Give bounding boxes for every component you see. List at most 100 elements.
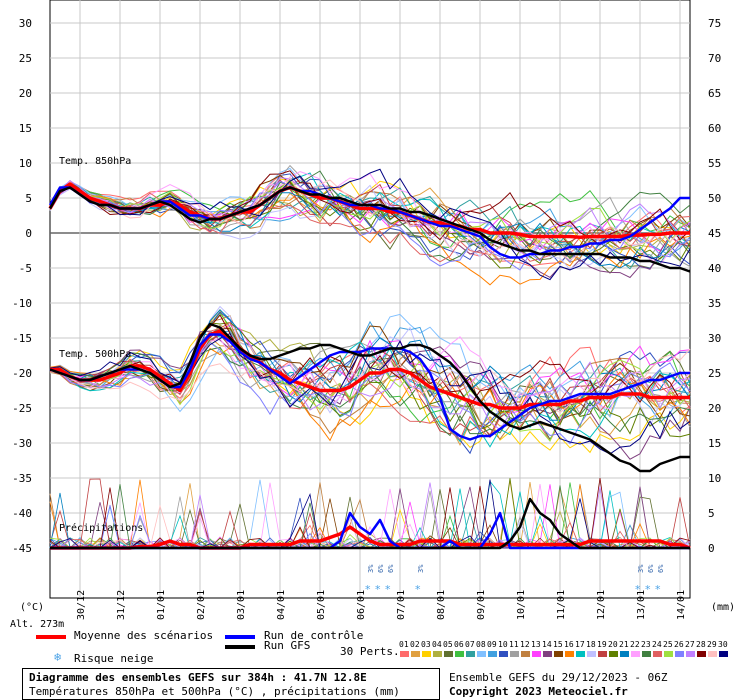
series-line-precip xyxy=(50,525,691,550)
main-lines xyxy=(48,182,691,550)
legend-mean-swatch xyxy=(36,635,66,639)
x-tick-label: 02/01 xyxy=(196,590,207,620)
legend-gfs-label: Run GFS xyxy=(264,639,311,652)
pert-legend-swatch xyxy=(686,651,695,657)
legend-control-swatch xyxy=(225,635,255,639)
left-tick-label: 20 xyxy=(19,87,32,100)
x-tick-label: 08/01 xyxy=(436,590,447,620)
left-unit: (°C) xyxy=(20,602,44,613)
legend-snow-label: Risque neige xyxy=(74,652,154,665)
x-axis: 30/12 31/12 01/01 02/01 03/01 04/01 05/01 06/01… xyxy=(76,590,687,620)
snow-risk-percent: 6% xyxy=(657,564,665,573)
pert-legend-number: 24 xyxy=(652,640,662,649)
footer-copyright: Copyright 2023 Meteociel.fr xyxy=(449,685,628,698)
pert-legend-swatch xyxy=(411,651,420,657)
snow-risk-percent: 3% xyxy=(417,564,425,573)
left-tick-label: -10 xyxy=(12,297,32,310)
snow-risk-percent: 3% xyxy=(637,564,645,573)
x-tick-label: 11/01 xyxy=(556,590,567,620)
left-tick-label: 15 xyxy=(19,122,32,135)
right-tick-label: 15 xyxy=(708,437,721,450)
pert-legend-number: 16 xyxy=(564,640,574,649)
pert-legend-swatch xyxy=(510,651,519,657)
left-tick-label: 10 xyxy=(19,157,32,170)
x-tick-label: 30/12 xyxy=(76,590,87,620)
left-tick-label: -15 xyxy=(12,332,32,345)
pert-legend-swatch xyxy=(664,651,673,657)
pert-legend-number: 17 xyxy=(575,640,585,649)
right-tick-label: 10 xyxy=(708,472,721,485)
x-tick-label: 07/01 xyxy=(396,590,407,620)
pert-legend-number: 25 xyxy=(663,640,673,649)
snowflake-icon: * xyxy=(365,583,371,596)
label-t850: Temp. 850hPa xyxy=(59,156,131,167)
pert-legend-number: 01 xyxy=(399,640,409,649)
snowflake-icon: ❄ xyxy=(54,650,62,664)
x-tick-label: 05/01 xyxy=(316,590,327,620)
right-tick-label: 5 xyxy=(708,507,715,520)
right-tick-label: 20 xyxy=(708,402,721,415)
footer-title-box: Diagramme des ensembles GEFS sur 384h : … xyxy=(22,668,440,700)
series-line-precip xyxy=(50,497,690,550)
left-tick-label: 0 xyxy=(25,227,32,240)
snowflake-icon: * xyxy=(375,583,381,596)
pert-850-line xyxy=(49,168,691,281)
pert-legend-swatch xyxy=(477,651,486,657)
snowflake-icon: * xyxy=(385,583,391,596)
pert-legend-number: 10 xyxy=(498,640,508,649)
right-tick-label: 60 xyxy=(708,122,721,135)
x-tick-label: 01/01 xyxy=(156,590,167,620)
left-tick-label: -5 xyxy=(19,262,32,275)
footer-subtitle: Températures 850hPa et 500hPa (°C) , pré… xyxy=(29,685,400,698)
series-line-t500 xyxy=(49,322,690,473)
pert-legend-number: 06 xyxy=(454,640,464,649)
pert-legend-swatch xyxy=(675,651,684,657)
legend-mean-label: Moyenne des scénarios xyxy=(74,629,214,642)
pert-legend-swatch xyxy=(455,651,464,657)
pert-legend-swatch xyxy=(521,651,530,657)
pert-legend-number: 23 xyxy=(641,640,651,649)
pert-500-line xyxy=(49,328,691,431)
left-tick-label: -25 xyxy=(12,402,32,415)
snow-risk-markers: 3% * 6% * 6% * 3% * 3% * 6% * 6% * xyxy=(365,564,665,596)
right-tick-label: 0 xyxy=(708,542,715,555)
pert-legend-number: 18 xyxy=(586,640,596,649)
pert-legend-number: 22 xyxy=(630,640,640,649)
pert-legend-number: 08 xyxy=(476,640,486,649)
snow-risk-percent: 3% xyxy=(367,564,375,573)
legend-pert-label: 30 Perts. xyxy=(340,645,400,658)
pert-legend-number: 11 xyxy=(509,640,519,649)
pert-legend-number: 26 xyxy=(674,640,684,649)
right-tick-label: 45 xyxy=(708,227,721,240)
snowflake-icon: * xyxy=(415,583,421,596)
snow-risk-percent: 6% xyxy=(377,564,385,573)
pert-500-line xyxy=(49,332,691,455)
pert-legend-swatch xyxy=(609,651,618,657)
pert-legend-swatch xyxy=(422,651,431,657)
altitude-label: Alt. 273m xyxy=(10,619,64,630)
pert-legend-swatch xyxy=(708,651,717,657)
pert-850-line xyxy=(49,172,691,246)
pert-legend-number: 07 xyxy=(465,640,475,649)
pert-legend-number: 29 xyxy=(707,640,717,649)
pert-legend-number: 27 xyxy=(685,640,695,649)
pert-legend-swatch xyxy=(554,651,563,657)
right-tick-label: 65 xyxy=(708,87,721,100)
pert-legend-swatch xyxy=(719,651,728,657)
right-tick-label: 50 xyxy=(708,192,721,205)
right-tick-label: 55 xyxy=(708,157,721,170)
pert-legend-swatch xyxy=(565,651,574,657)
pert-legend-swatch xyxy=(488,651,497,657)
right-tick-label: 40 xyxy=(708,262,721,275)
pert-850-line xyxy=(49,179,691,252)
pert-legend-swatch xyxy=(499,651,508,657)
series-line-t850 xyxy=(48,186,691,273)
legend-control-label: Run de contrôle xyxy=(264,629,364,642)
pert-legend-swatch xyxy=(697,651,706,657)
pert-legend-number: 28 xyxy=(696,640,706,649)
plot-area xyxy=(49,0,691,599)
legend-gfs-swatch xyxy=(225,645,255,649)
x-tick-label: 12/01 xyxy=(596,590,607,620)
